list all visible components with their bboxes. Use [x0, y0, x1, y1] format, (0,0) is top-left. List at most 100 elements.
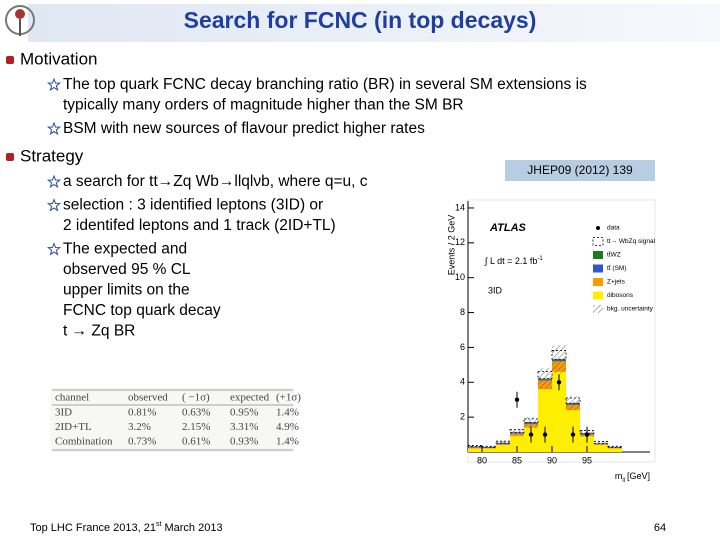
uncertainty-band — [496, 441, 510, 445]
footer: Top LHC France 2013, 21st March 2013 — [30, 521, 223, 534]
uncertainty-band — [538, 368, 552, 390]
bullet-text: The expected and — [63, 241, 187, 258]
hist-bar — [468, 447, 482, 449]
title-bar — [28, 4, 720, 42]
legend-label: dibosons — [607, 292, 634, 299]
section-bullet — [6, 56, 14, 64]
slide-title: Search for FCNC (in top decays) — [184, 7, 537, 33]
legend-marker — [593, 305, 603, 313]
table-cell: 2.15% — [182, 421, 210, 433]
data-point — [570, 432, 576, 437]
y-tick-label: 14 — [455, 202, 465, 212]
y-tick-label: 6 — [460, 342, 465, 352]
x-label-main: m — [615, 471, 623, 481]
bullet-text: observed 95 % CL — [63, 261, 191, 278]
uncertainty-band — [608, 446, 622, 448]
table-cell: 0.61% — [182, 436, 210, 448]
star-bullet — [46, 121, 62, 136]
lumi-sup: -1 — [537, 256, 543, 262]
uncertainty-band — [552, 345, 566, 374]
bullet-text: 2 identifed leptons and 1 track (2ID+TL) — [63, 217, 336, 234]
star-bullet — [46, 242, 62, 256]
y-tick-label: 10 — [455, 272, 465, 282]
legend-label: data — [607, 225, 620, 232]
y-axis-label: Events / 2 GeV — [446, 215, 456, 276]
star-bullet — [46, 198, 62, 212]
table-cell: 2ID+TL — [55, 421, 92, 433]
star-bullet — [46, 77, 62, 92]
table-bg — [50, 388, 295, 452]
page-number: 64 — [654, 522, 666, 534]
bullet-text: upper limits on the — [63, 282, 190, 299]
x-tick-label: 95 — [582, 455, 592, 465]
table-cell: 0.95% — [230, 407, 258, 419]
bullet-text: typically many orders of magnitude highe… — [63, 97, 464, 114]
bullet-text: BSM with new sources of flavour predict … — [63, 120, 425, 137]
table-cell: 3.31% — [230, 421, 258, 433]
x-tick-label: 80 — [477, 455, 487, 465]
x-label-unit: [GeV] — [627, 471, 650, 481]
bullet-text: The top quark FCNC decay branching ratio… — [63, 76, 587, 93]
table-cell: Combination — [55, 436, 113, 448]
y-tick-label: 4 — [460, 377, 465, 387]
table-cell: 3.2% — [128, 421, 151, 433]
legend-label: bkg. uncertainty — [607, 306, 654, 313]
legend-marker — [593, 264, 603, 273]
table-header: (+1σ) — [276, 392, 301, 404]
channel-label: 3ID — [488, 285, 503, 295]
logo — [5, 5, 35, 36]
y-tick-label: 2 — [460, 412, 465, 422]
table-cell: 0.93% — [230, 436, 258, 448]
x-label-sub: ll — [622, 478, 625, 484]
data-point — [528, 432, 534, 437]
legend-label: Z+jets — [607, 279, 626, 286]
table-cell: 0.81% — [128, 407, 156, 419]
bullet-text: t → Zq BR — [63, 323, 135, 340]
lumi-text: ∫ L dt = 2.1 fb — [484, 256, 537, 266]
uncertainty-band — [524, 417, 538, 428]
uncertainty-band — [566, 396, 580, 411]
table-cell: 0.63% — [182, 407, 210, 419]
data-point — [556, 380, 562, 385]
reference: JHEP09 (2012) 139 — [527, 163, 633, 177]
hist-bar — [552, 371, 566, 452]
legend-label: tt→ WbZq signal — [607, 238, 656, 245]
footer-sup: st — [156, 521, 162, 528]
section-heading: Strategy — [20, 146, 84, 165]
data-point — [514, 397, 520, 402]
uncertainty-band — [510, 428, 524, 436]
bullet-text: FCNC top quark decay — [63, 302, 221, 319]
uncertainty-band — [468, 445, 482, 448]
lumi: ∫ L dt = 2.1 fb-1 — [484, 256, 543, 267]
experiment: ATLAS — [489, 222, 527, 234]
legend-marker — [592, 237, 604, 246]
x-tick-label: 90 — [547, 455, 557, 465]
table-header: ( −1σ) — [182, 392, 210, 404]
hist-bar — [482, 448, 496, 452]
table-header: channel — [55, 392, 89, 404]
hist-bar — [608, 448, 622, 452]
legend-marker — [593, 251, 603, 259]
hist-bar — [468, 448, 482, 452]
hist-bar — [510, 436, 524, 452]
legend-label: tt̄ (SM) — [607, 264, 627, 272]
legend-marker — [593, 291, 603, 300]
data-point — [542, 432, 548, 437]
section-heading: Motivation — [20, 49, 97, 68]
hist-bar — [580, 436, 594, 452]
legend-marker — [596, 226, 600, 230]
star-bullet — [46, 174, 62, 189]
legend-label: tt̄WZ — [607, 251, 621, 259]
table-cell: 4.9% — [276, 421, 299, 433]
table-cell: 3ID — [55, 407, 72, 419]
bullet-text: a search for tt→Zq Wb→llqlνb, where q=u,… — [63, 173, 368, 190]
chart-frame — [467, 199, 656, 463]
section-bullet — [6, 153, 14, 161]
table-cell: 1.4% — [276, 436, 299, 448]
table-cell: 1.4% — [276, 407, 299, 419]
reference-box — [505, 160, 655, 181]
footer-rest: March 2013 — [161, 522, 222, 534]
hist-bar — [594, 445, 608, 452]
uncertainty-band — [482, 446, 496, 448]
table-header: expected — [230, 392, 270, 404]
